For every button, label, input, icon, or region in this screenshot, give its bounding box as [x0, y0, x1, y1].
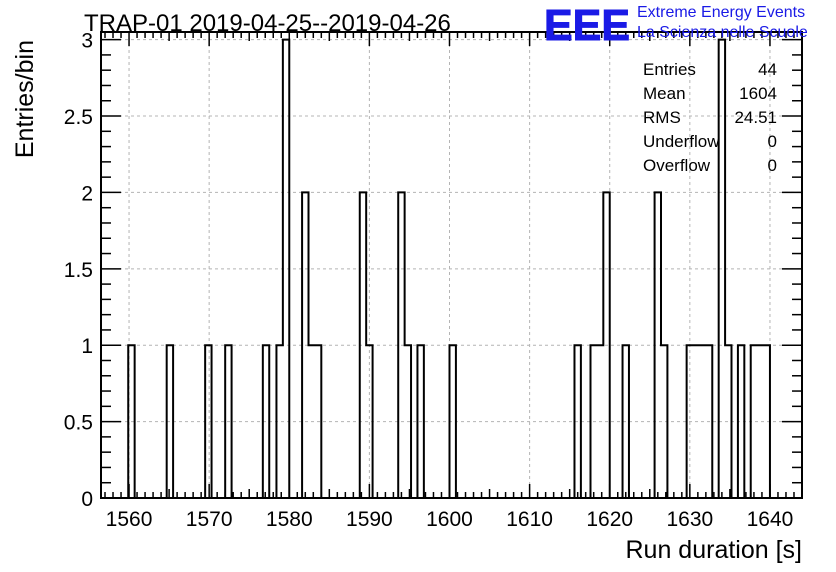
- y-tick-label: 0: [81, 488, 93, 511]
- stat-value: 24.51: [734, 108, 777, 127]
- histogram-bin: [590, 345, 596, 498]
- stat-key: Underflow: [643, 132, 720, 151]
- y-tick-label: 2.5: [64, 106, 93, 129]
- histogram-bin: [738, 345, 744, 498]
- logo-line-2: La Scienza nelle Scuole: [637, 24, 808, 41]
- histogram-bin: [417, 345, 423, 498]
- histogram-bin: [276, 345, 282, 498]
- stat-value: 44: [758, 60, 777, 79]
- stats-box: Entries 44 Mean 1604 RMS 24.51 Underflow…: [638, 58, 780, 178]
- histogram-bin: [757, 345, 763, 498]
- plot-frame: [100, 31, 803, 499]
- y-tick-label: 3: [81, 30, 93, 53]
- y-tick-label: 0.5: [64, 412, 93, 435]
- x-axis-label: Run duration [s]: [626, 536, 803, 564]
- x-tick-label: 1620: [586, 508, 633, 531]
- x-tick-label: 1580: [266, 508, 313, 531]
- histogram-bin: [283, 40, 289, 498]
- histogram-bin: [623, 345, 629, 498]
- histogram-bin: [398, 192, 404, 498]
- histogram-bin: [449, 345, 455, 498]
- stat-row-overflow: Overflow 0: [638, 154, 780, 178]
- histogram-bin: [699, 345, 705, 498]
- x-tick-label: 1610: [506, 508, 553, 531]
- stat-row-underflow: Underflow 0: [638, 130, 780, 154]
- histogram-bin: [128, 345, 134, 498]
- histogram-bin: [597, 345, 603, 498]
- histogram-bin: [603, 192, 609, 498]
- x-tick-label: 1590: [346, 508, 393, 531]
- stat-key: RMS: [643, 108, 681, 127]
- stat-value: 0: [767, 132, 777, 151]
- stat-row-mean: Mean 1604: [638, 82, 780, 106]
- y-tick-label: 1: [81, 335, 93, 358]
- y-tick-label: 1.5: [64, 259, 93, 282]
- logo-letters: EEE: [544, 2, 630, 44]
- x-tick-label: 1640: [747, 508, 794, 531]
- logo-line-1: Extreme Energy Events: [637, 4, 806, 21]
- stat-value: 0: [767, 156, 777, 175]
- y-tick-label: 2: [81, 182, 93, 205]
- x-tick-label: 1570: [186, 508, 233, 531]
- chart-title: TRAP-01 2019-04-25--2019-04-26: [84, 10, 451, 37]
- histogram-bin: [574, 345, 580, 498]
- stat-row-rms: RMS 24.51: [638, 106, 780, 130]
- histogram-bin: [687, 345, 693, 498]
- histogram-bin: [661, 345, 667, 498]
- x-tick-label: 1560: [106, 508, 153, 531]
- histogram-bin: [263, 345, 269, 498]
- stat-key: Overflow: [643, 156, 711, 175]
- histogram-bin: [725, 345, 731, 498]
- histogram-bin: [655, 192, 661, 498]
- histogram-bin: [167, 345, 173, 498]
- histogram-bin: [706, 345, 712, 498]
- logo-caption: Extreme Energy Events La Scienza nelle S…: [637, 3, 808, 43]
- x-tick-label: 1630: [666, 508, 713, 531]
- histogram-bin: [764, 345, 770, 498]
- histogram-bin: [360, 192, 366, 498]
- x-tick-label: 1600: [426, 508, 473, 531]
- histogram-bin: [308, 345, 314, 498]
- histogram-bin: [405, 345, 411, 498]
- y-axis-label: Entries/bin: [11, 40, 39, 158]
- stat-value: 1604: [739, 84, 777, 103]
- stat-row-entries: Entries 44: [638, 58, 780, 82]
- stat-key: Entries: [643, 60, 696, 79]
- eee-logo: EEE: [544, 2, 631, 44]
- stat-key: Mean: [643, 84, 686, 103]
- histogram-bin: [315, 345, 321, 498]
- histogram-bin: [302, 192, 308, 498]
- histogram-bin: [225, 345, 231, 498]
- histogram-bin: [205, 345, 211, 498]
- histogram-bin: [693, 345, 699, 498]
- histogram-bin: [366, 345, 372, 498]
- histogram-bin: [751, 345, 757, 498]
- histogram-outline: [127, 38, 771, 498]
